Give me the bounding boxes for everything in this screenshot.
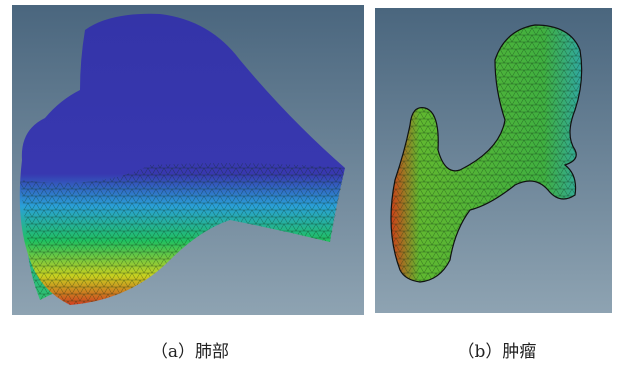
caption: （b）肿瘤 (458, 342, 537, 362)
tumor-mesh (391, 25, 582, 282)
caption: （a）肺部 (151, 342, 229, 362)
lung-mesh (20, 163, 345, 305)
